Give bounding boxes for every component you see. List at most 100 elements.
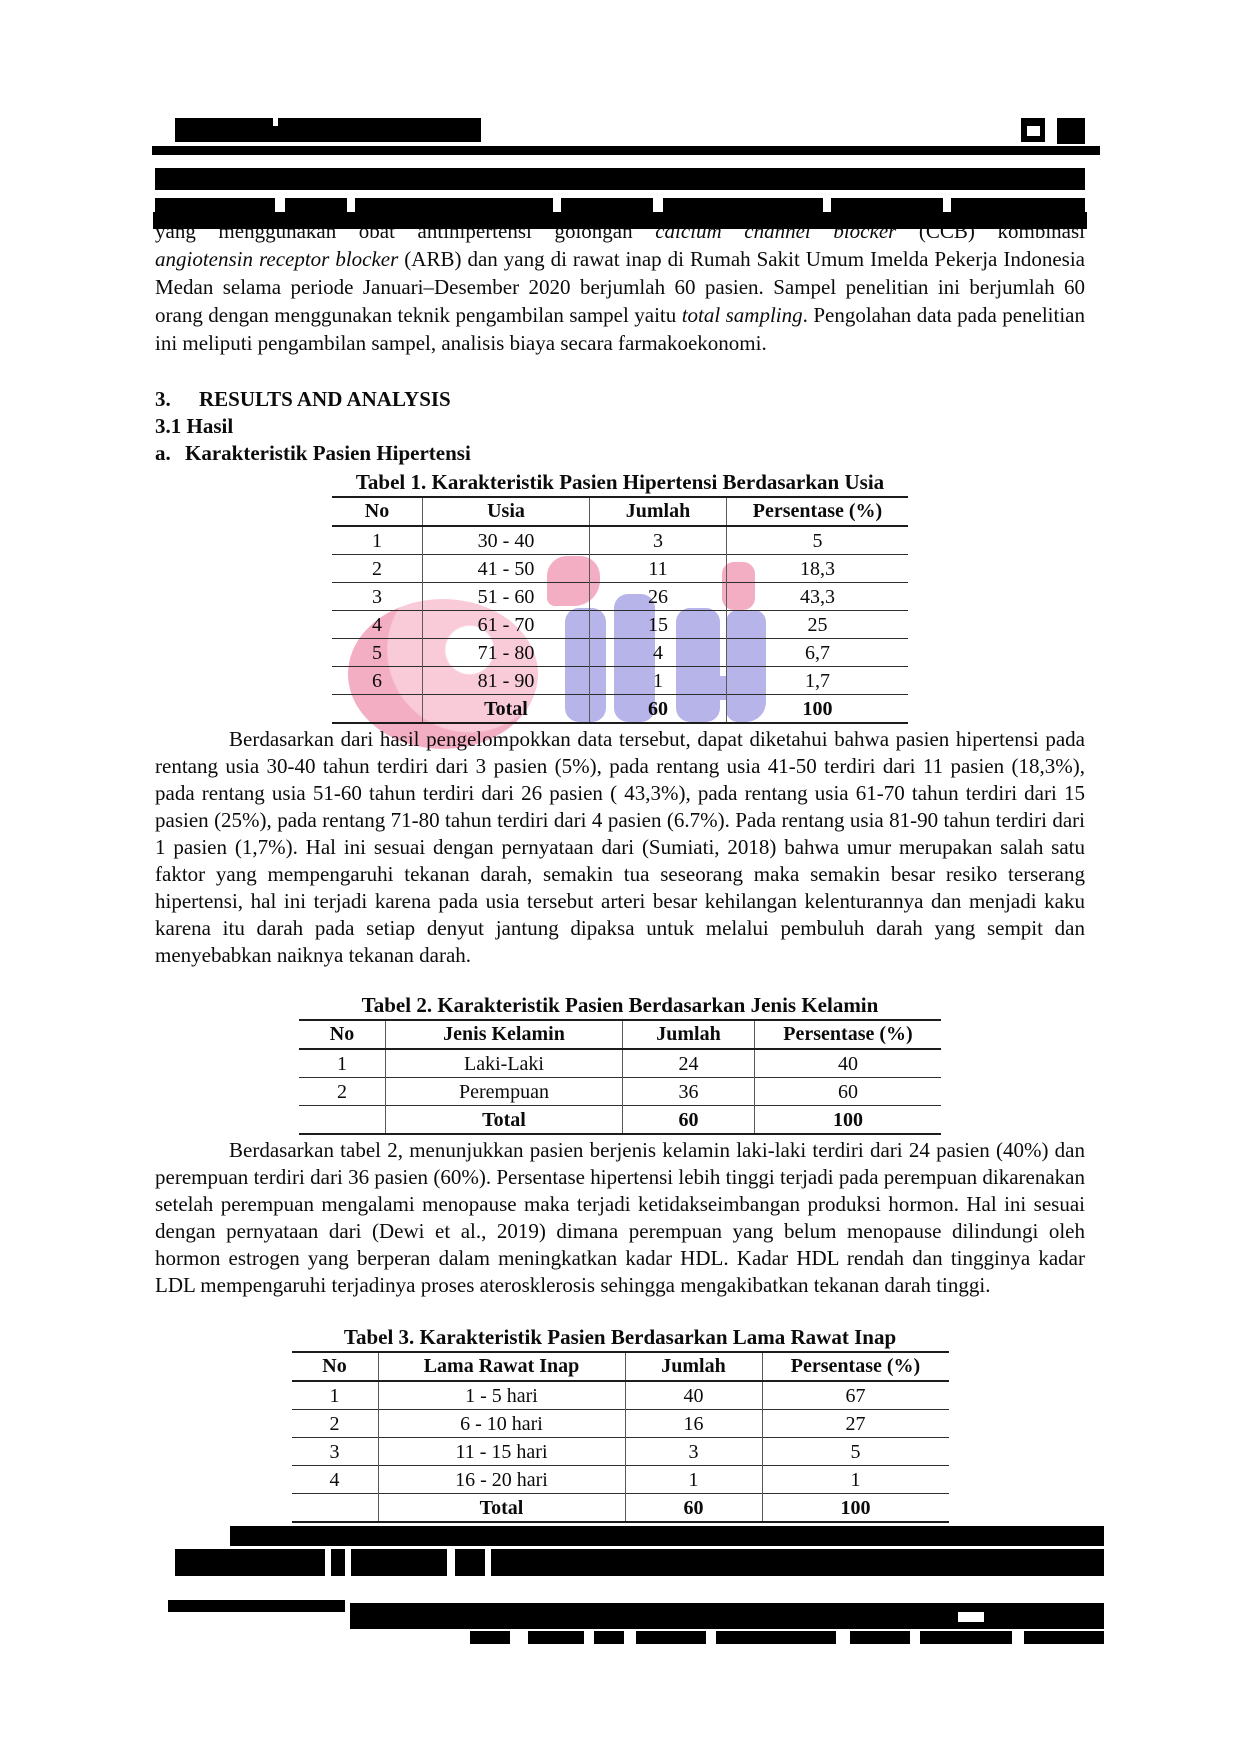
table-row: 5 71 - 80 4 6,7 xyxy=(332,638,908,667)
journal-header xyxy=(155,118,1085,144)
journal-logos xyxy=(1021,118,1085,144)
table-cell: Perempuan xyxy=(385,1077,623,1106)
column-header: Lama Rawat Inap xyxy=(377,1351,625,1382)
table-cell: 6 - 10 hari xyxy=(377,1409,625,1438)
table-total-row: Total 60 100 xyxy=(299,1105,941,1135)
column-header: Jumlah xyxy=(589,496,727,527)
redaction-bar xyxy=(470,1631,1104,1644)
column-header: Usia xyxy=(422,496,590,527)
table-header-row: No Jenis Kelamin Jumlah Persentase (%) xyxy=(299,1019,941,1050)
table-caption: Tabel 2. Karakteristik Pasien Berdasarka… xyxy=(361,993,879,1017)
table-cell: 3 xyxy=(589,525,727,555)
column-header: No xyxy=(332,496,423,527)
table-cell: 36 xyxy=(622,1077,755,1106)
table-cell: 6,7 xyxy=(726,638,908,667)
partially-redacted-line: yang menggunakan obat antihipertensi gol… xyxy=(153,212,1087,245)
table-caption: Tabel 1. Karakteristik Pasien Hipertensi… xyxy=(355,470,885,494)
body-paragraph: Berdasarkan dari hasil pengelompokkan da… xyxy=(155,727,1085,967)
column-header: Persentase (%) xyxy=(761,1351,949,1382)
table-row: 2 Perempuan 36 60 xyxy=(299,1077,941,1106)
table-row: 1 30 - 40 3 5 xyxy=(332,525,908,555)
column-header: Jumlah xyxy=(624,1351,762,1382)
table-total-row: Total 60 100 xyxy=(332,694,908,724)
table-cell: 5 xyxy=(726,525,908,555)
table-cell: 100 xyxy=(754,1105,941,1135)
table-cell: 100 xyxy=(761,1493,949,1523)
table-cell: 60 xyxy=(622,1105,755,1135)
table-cell: 40 xyxy=(624,1380,762,1410)
table-cell: 25 xyxy=(726,610,908,639)
table-row: 1 Laki-Laki 24 40 xyxy=(299,1048,941,1078)
table-cell xyxy=(332,694,423,724)
table-cell: 41 - 50 xyxy=(422,554,590,583)
table-cell: 100 xyxy=(726,694,908,724)
redaction-bar xyxy=(350,1603,1104,1629)
redaction-bar xyxy=(153,212,1087,229)
column-header: Jenis Kelamin xyxy=(385,1019,623,1050)
table-cell: 15 xyxy=(589,610,727,639)
table-cell: 1,7 xyxy=(726,666,908,695)
table-cell: 3 xyxy=(291,1437,378,1466)
header-rule xyxy=(152,146,1100,155)
table-cell: 60 xyxy=(589,694,727,724)
table-cell: Total xyxy=(377,1493,625,1523)
table-row: 6 81 - 90 1 1,7 xyxy=(332,666,908,695)
redaction-bar xyxy=(175,1549,1104,1576)
table-cell: 3 xyxy=(624,1437,762,1466)
table-usia: No Usia Jumlah Persentase (%) 1 30 - 40 3 5 2 41 … xyxy=(332,496,908,724)
column-header: No xyxy=(291,1351,378,1382)
logo-icon xyxy=(1021,118,1045,142)
table-row: 3 51 - 60 26 43,3 xyxy=(332,582,908,611)
table-cell: 81 - 90 xyxy=(422,666,590,695)
table-cell: 5 xyxy=(332,638,423,667)
table-cell: 67 xyxy=(761,1380,949,1410)
redaction-bar xyxy=(175,118,481,142)
logo-icon xyxy=(1057,118,1085,144)
column-header: Jumlah xyxy=(622,1019,755,1050)
table-row: 3 11 - 15 hari 3 5 xyxy=(291,1437,949,1466)
body-paragraph: Berdasarkan tabel 2, menunjukkan pasien … xyxy=(155,1138,1085,1297)
table-cell: 1 xyxy=(299,1048,386,1078)
table-cell: 1 xyxy=(589,666,727,695)
table-total-row: Total 60 100 xyxy=(291,1493,949,1523)
table-cell: 1 xyxy=(332,525,423,555)
table-cell: 1 xyxy=(761,1465,949,1494)
section-headings: 3. RESULTS AND ANALYSIS 3.1 Hasil a. Karak… xyxy=(155,387,1085,466)
table-cell: 60 xyxy=(624,1493,762,1523)
table-cell: 40 xyxy=(754,1048,941,1078)
heading-number: 3. xyxy=(155,387,171,411)
heading-results: 3. RESULTS AND ANALYSIS xyxy=(155,387,1085,412)
table-cell: 51 - 60 xyxy=(422,582,590,611)
table-jenis-kelamin: No Jenis Kelamin Jumlah Persentase (%) 1 Laki… xyxy=(299,1019,941,1135)
table-cell: 16 xyxy=(624,1409,762,1438)
table-cell: Total xyxy=(385,1105,623,1135)
table-cell: 60 xyxy=(754,1077,941,1106)
heading-title: Karakteristik Pasien Hipertensi xyxy=(185,441,471,465)
table-cell: 3 xyxy=(332,582,423,611)
column-header: No xyxy=(299,1019,386,1050)
table-cell: 71 - 80 xyxy=(422,638,590,667)
table-cell xyxy=(299,1105,386,1135)
table-cell: 1 - 5 hari xyxy=(377,1380,625,1410)
table-cell: 30 - 40 xyxy=(422,525,590,555)
table-cell: 24 xyxy=(622,1048,755,1078)
table-cell: 5 xyxy=(761,1437,949,1466)
table-cell: 43,3 xyxy=(726,582,908,611)
heading-hasil: 3.1 Hasil xyxy=(155,414,234,438)
redaction-bar xyxy=(155,168,1085,190)
table-cell: 6 xyxy=(332,666,423,695)
table-cell: Laki-Laki xyxy=(385,1048,623,1078)
table-cell: 4 xyxy=(589,638,727,667)
table-cell: 2 xyxy=(291,1409,378,1438)
table-cell: 11 xyxy=(589,554,727,583)
table-cell: 4 xyxy=(291,1465,378,1494)
redaction-bar xyxy=(168,1600,345,1612)
table-header-row: No Lama Rawat Inap Jumlah Persentase (%) xyxy=(291,1351,949,1382)
table-cell: 61 - 70 xyxy=(422,610,590,639)
table-cell: 4 xyxy=(332,610,423,639)
heading-letter: a. xyxy=(155,441,171,465)
heading-title: RESULTS AND ANALYSIS xyxy=(199,387,451,411)
table-cell: 1 xyxy=(624,1465,762,1494)
